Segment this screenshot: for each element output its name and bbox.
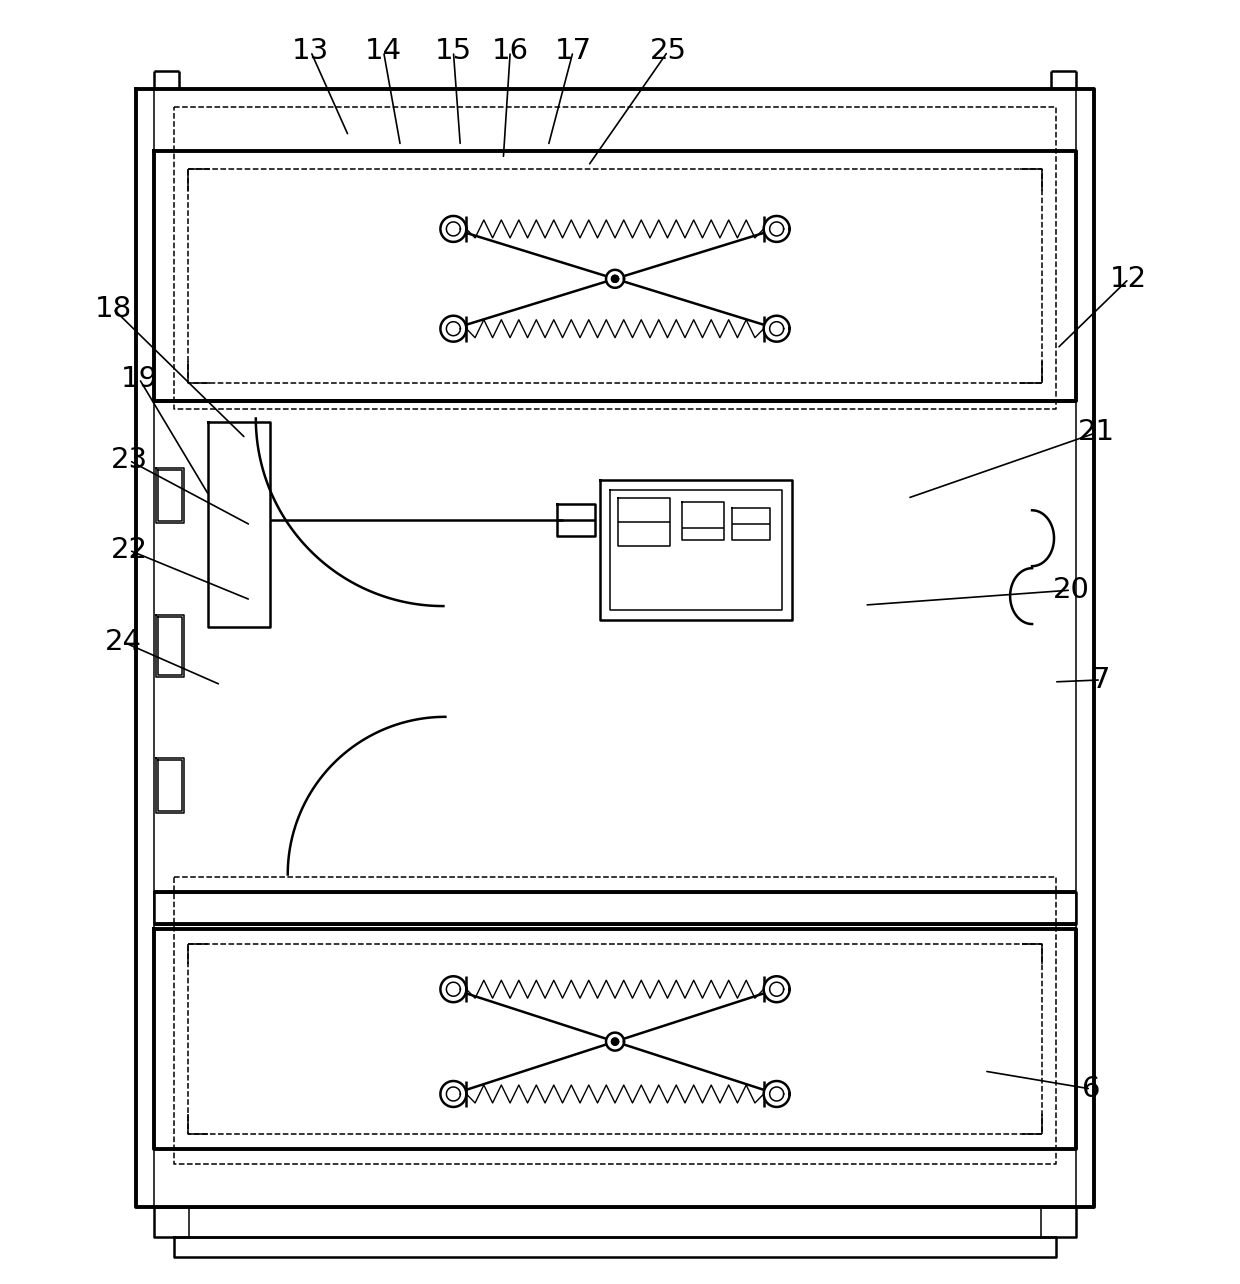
Polygon shape	[440, 216, 466, 241]
Polygon shape	[136, 90, 1094, 1207]
Polygon shape	[440, 316, 466, 342]
Polygon shape	[154, 930, 1076, 1149]
Polygon shape	[557, 505, 595, 537]
Polygon shape	[764, 216, 790, 241]
Text: 13: 13	[293, 37, 330, 65]
Text: 18: 18	[94, 295, 131, 322]
Text: 12: 12	[1110, 265, 1147, 293]
Polygon shape	[606, 1032, 624, 1050]
Text: 22: 22	[110, 537, 148, 564]
Text: 20: 20	[1053, 577, 1090, 603]
Text: 16: 16	[492, 37, 528, 65]
Polygon shape	[611, 275, 619, 282]
Polygon shape	[611, 1037, 619, 1045]
Text: 23: 23	[110, 447, 148, 474]
Text: 19: 19	[120, 365, 157, 393]
Polygon shape	[154, 892, 1076, 924]
Text: 14: 14	[365, 37, 402, 65]
Polygon shape	[606, 270, 624, 288]
Polygon shape	[154, 1207, 1076, 1236]
Text: 25: 25	[650, 37, 687, 65]
Polygon shape	[208, 422, 270, 627]
Text: 21: 21	[1079, 419, 1116, 447]
Text: 17: 17	[554, 37, 591, 65]
Polygon shape	[174, 1236, 1056, 1257]
Polygon shape	[764, 316, 790, 342]
Polygon shape	[440, 1081, 466, 1107]
Polygon shape	[764, 976, 790, 1003]
Text: 15: 15	[435, 37, 472, 65]
Polygon shape	[154, 152, 1076, 401]
Text: 24: 24	[104, 628, 141, 656]
Text: 6: 6	[1081, 1075, 1100, 1103]
Polygon shape	[764, 1081, 790, 1107]
Text: 7: 7	[1091, 666, 1110, 693]
Polygon shape	[440, 976, 466, 1003]
Polygon shape	[600, 480, 791, 620]
